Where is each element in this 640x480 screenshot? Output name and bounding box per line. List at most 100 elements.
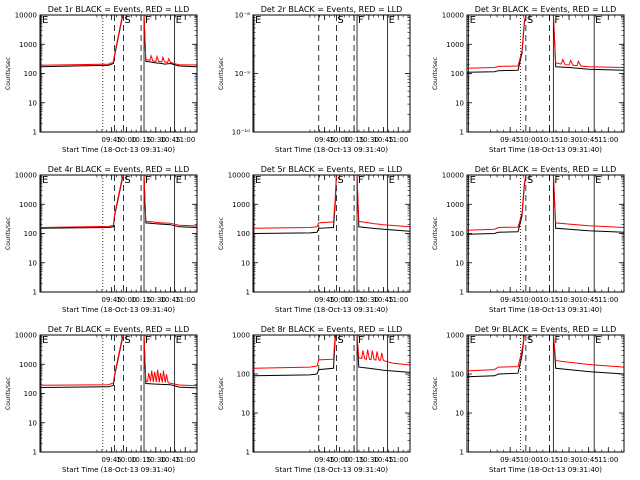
event-marker-label: F (145, 15, 151, 26)
event-marker-label: E (470, 175, 476, 186)
y-tick-label: 1 (246, 449, 250, 457)
plot-frame (252, 334, 411, 453)
x-tick-label: 10:00 (520, 296, 540, 304)
y-axis-label: Counts/sec (5, 57, 12, 90)
series-line-lld (252, 334, 411, 369)
panel-title: Det 4r BLACK = Events, RED = LLD (48, 165, 190, 174)
x-tick-label: 10:30 (559, 296, 579, 304)
y-tick-label: 10 (28, 419, 37, 427)
x-tick-label: 10:15 (344, 136, 364, 144)
x-tick-label: 10:45 (160, 296, 180, 304)
x-tick-label: 10:00 (329, 136, 349, 144)
event-marker-label: F (554, 175, 560, 186)
panel-title: Det 5r BLACK = Events, RED = LLD (261, 165, 403, 174)
y-tick-label: 1000 (19, 361, 37, 369)
series-line-lld (39, 174, 198, 228)
y-tick-label: 10 (28, 259, 37, 267)
x-axis-label: Start Time (18-Oct-13 09:31:40) (489, 306, 602, 314)
y-tick-label: 10 (241, 259, 250, 267)
series-line-lld (39, 334, 198, 387)
event-marker-label: F (554, 15, 560, 26)
x-tick-label: 10:15 (131, 136, 151, 144)
x-axis-label: Start Time (18-Oct-13 09:31:40) (62, 306, 175, 314)
y-tick-label: 1000 (232, 332, 250, 340)
event-marker-label: E (389, 175, 395, 186)
x-axis-label: Start Time (18-Oct-13 09:31:40) (62, 146, 175, 154)
y-tick-label: 1 (246, 289, 250, 297)
x-tick-label: 10:30 (359, 456, 379, 464)
y-axis-label: Counts/sec (5, 217, 12, 250)
y-tick-label: 10⁻⁸ (235, 12, 251, 20)
series-line-events (39, 334, 198, 389)
plot-frame (466, 174, 625, 293)
x-tick-label: 11:00 (175, 456, 195, 464)
x-tick-label: 10:15 (131, 456, 151, 464)
event-marker-label: E (255, 15, 261, 26)
panel-title: Det 7r BLACK = Events, RED = LLD (48, 325, 190, 334)
x-axis-label: Start Time (18-Oct-13 09:31:40) (489, 466, 602, 474)
x-tick-label: 10:45 (579, 296, 599, 304)
y-axis-label: Counts/sec (432, 377, 439, 410)
detector-panel-7: Det 7r BLACK = Events, RED = LLD Counts/s… (5, 325, 198, 474)
x-tick-label: 11:00 (388, 136, 408, 144)
x-axis-label: Start Time (18-Oct-13 09:31:40) (275, 146, 388, 154)
event-marker-label: F (145, 175, 151, 186)
event-marker-label: S (527, 175, 533, 186)
x-tick-label: 10:15 (131, 296, 151, 304)
series-line-lld (39, 14, 198, 66)
x-tick-label: 10:15 (344, 296, 364, 304)
x-tick-label: 10:30 (146, 456, 166, 464)
y-tick-label: 100 (237, 371, 250, 379)
y-tick-label: 100 (451, 70, 464, 78)
x-tick-label: 11:00 (598, 456, 618, 464)
y-tick-label: 1 (33, 289, 37, 297)
detector-panel-6: Det 6r BLACK = Events, RED = LLD Counts/s… (432, 165, 625, 314)
event-marker-label: E (255, 335, 261, 346)
series-line-lld (252, 174, 411, 229)
y-tick-label: 10⁻⁹ (235, 70, 251, 78)
x-tick-label: 10:45 (160, 136, 180, 144)
x-tick-label: 10:30 (559, 136, 579, 144)
y-axis-label: Counts/sec (5, 377, 12, 410)
event-marker-label: F (358, 175, 364, 186)
event-marker-label: E (389, 15, 395, 26)
y-tick-label: 100 (451, 371, 464, 379)
event-marker-label: F (554, 335, 560, 346)
x-tick-label: 10:00 (520, 136, 540, 144)
x-tick-label: 11:00 (598, 296, 618, 304)
detector-panel-8: Det 8r BLACK = Events, RED = LLD Counts/s… (218, 325, 411, 474)
y-tick-label: 10000 (442, 172, 464, 180)
y-axis-label: Counts/sec (432, 57, 439, 90)
series-line-lld (466, 14, 625, 69)
plot-frame (39, 334, 198, 453)
detector-panel-3: Det 3r BLACK = Events, RED = LLD Counts/s… (432, 5, 625, 154)
y-tick-label: 10000 (15, 12, 37, 20)
panel-title: Det 8r BLACK = Events, RED = LLD (261, 325, 403, 334)
plot-frame (39, 14, 198, 133)
x-tick-label: 11:00 (175, 296, 195, 304)
y-tick-label: 1 (460, 289, 464, 297)
x-tick-label: 09:45 (500, 456, 520, 464)
event-marker-label: E (595, 335, 601, 346)
plot-frame (252, 14, 411, 133)
event-marker-label: S (124, 15, 130, 26)
event-marker-label: F (358, 15, 364, 26)
detector-panel-2: Det 2r BLACK = Events, RED = LLD Counts/s… (218, 5, 411, 154)
event-marker-label: E (595, 175, 601, 186)
x-axis-label: Start Time (18-Oct-13 09:31:40) (62, 466, 175, 474)
x-tick-label: 11:00 (598, 136, 618, 144)
detector-panel-4: Det 4r BLACK = Events, RED = LLD Counts/s… (5, 165, 198, 314)
y-tick-label: 10000 (15, 172, 37, 180)
event-marker-label: E (176, 175, 182, 186)
y-tick-label: 10 (455, 410, 464, 418)
y-tick-label: 1000 (19, 41, 37, 49)
x-tick-label: 10:15 (539, 456, 559, 464)
plot-frame (39, 174, 198, 293)
y-tick-label: 100 (237, 230, 250, 238)
y-tick-label: 100 (24, 390, 37, 398)
event-marker-label: S (337, 175, 343, 186)
event-marker-label: E (176, 15, 182, 26)
x-tick-label: 10:30 (146, 296, 166, 304)
y-tick-label: 1 (460, 129, 464, 137)
detector-panel-9: Det 9r BLACK = Events, RED = LLD Counts/s… (432, 325, 625, 474)
